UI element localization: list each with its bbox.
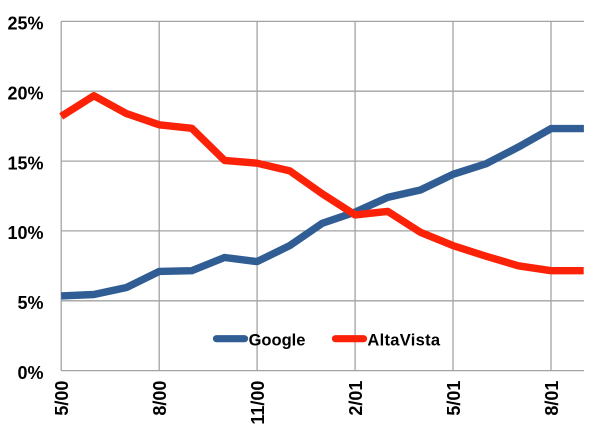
svg-text:8/00: 8/00: [150, 381, 170, 416]
svg-text:2/01: 2/01: [346, 381, 366, 416]
svg-text:5%: 5%: [17, 293, 43, 313]
svg-text:25%: 25%: [7, 14, 43, 34]
svg-text:8/01: 8/01: [542, 381, 562, 416]
svg-text:10%: 10%: [7, 223, 43, 243]
svg-text:5/01: 5/01: [444, 381, 464, 416]
svg-text:11/00: 11/00: [248, 381, 268, 425]
svg-text:20%: 20%: [7, 83, 43, 103]
svg-text:AltaVista: AltaVista: [367, 331, 441, 349]
svg-text:15%: 15%: [7, 153, 43, 173]
svg-text:0%: 0%: [17, 363, 43, 383]
svg-text:Google: Google: [249, 331, 306, 349]
svg-text:5/00: 5/00: [52, 381, 72, 416]
